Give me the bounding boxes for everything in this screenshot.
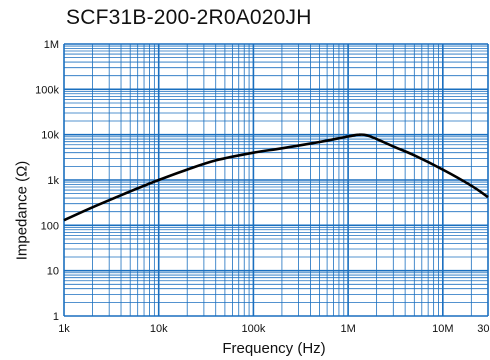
y-tick-label: 10k [41,130,59,142]
x-tick-label: 10M [432,323,453,335]
y-tick-label: 1M [44,39,59,51]
x-tick-label: 1M [340,323,355,335]
y-tick-label: 10 [47,266,59,278]
x-axis-label: Frequency (Hz) [222,340,326,357]
x-tick-label: 1k [58,323,70,335]
chart-title: SCF31B-200-2R0A020JH [66,6,312,29]
impedance-curve [63,133,489,222]
y-tick-label: 1 [53,311,59,323]
y-tick-label: 100 [41,220,59,232]
x-tick-label: 10k [150,323,168,335]
y-tick-label: 1k [47,175,59,187]
y-tick-label: 100k [35,84,59,96]
x-tick-label: 30M [477,323,490,335]
x-tick-label: 100k [241,323,265,335]
